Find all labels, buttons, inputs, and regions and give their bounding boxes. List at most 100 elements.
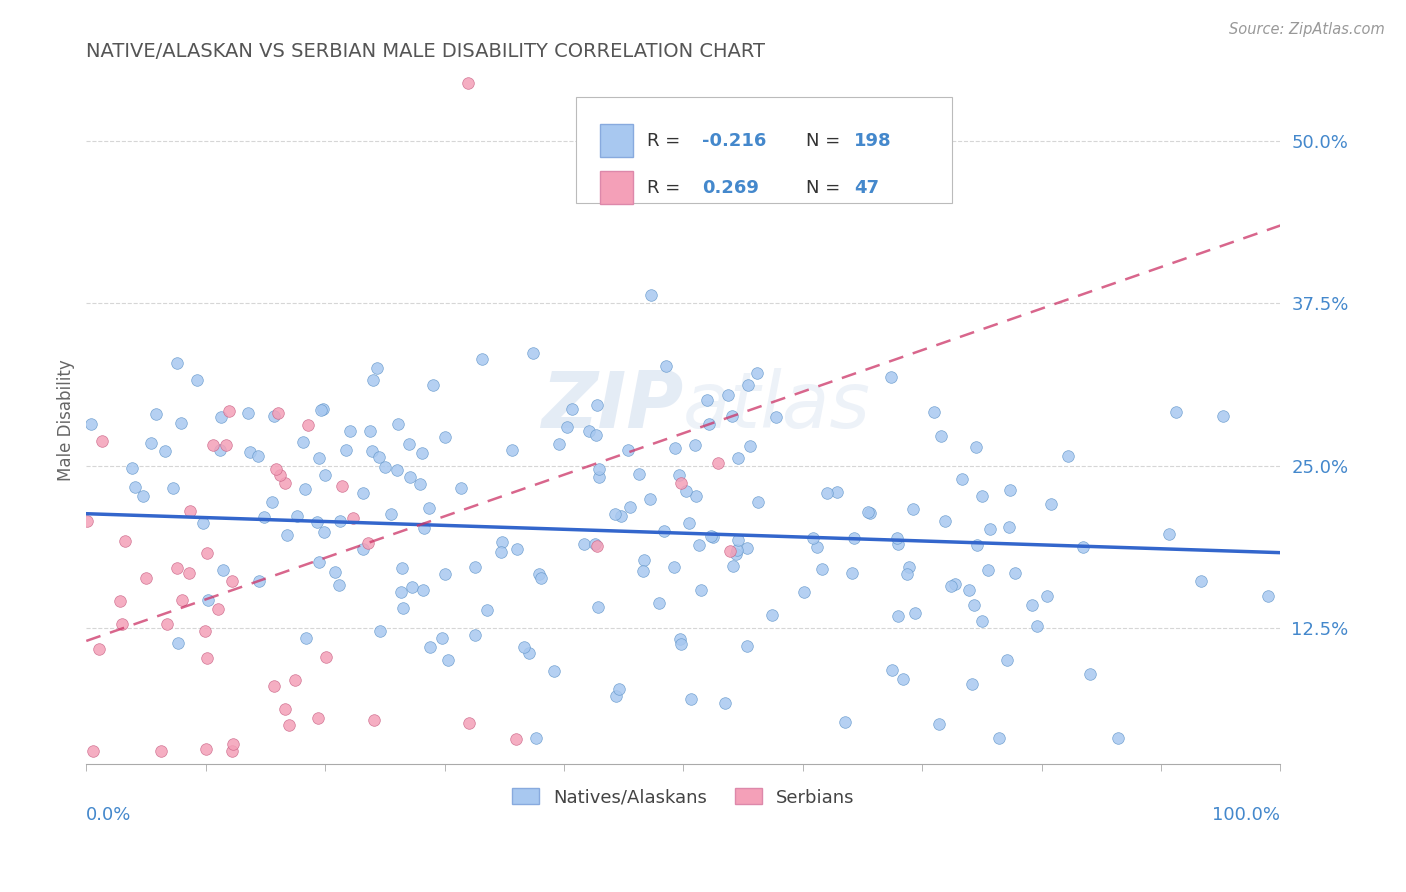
Point	[735, 639, 758, 653]
Point	[979, 523, 1001, 537]
Text: 198: 198	[853, 132, 891, 150]
Point	[132, 489, 155, 503]
Point	[260, 495, 283, 509]
Point	[412, 521, 434, 535]
Point	[368, 624, 391, 638]
Point	[901, 502, 924, 516]
Point	[193, 624, 215, 639]
FancyBboxPatch shape	[600, 124, 633, 157]
Point	[1107, 731, 1129, 746]
Point	[880, 663, 903, 677]
Point	[450, 481, 472, 495]
Point	[186, 373, 208, 387]
Point	[352, 486, 374, 500]
Point	[276, 527, 298, 541]
Point	[652, 524, 675, 538]
Point	[928, 717, 950, 731]
FancyBboxPatch shape	[600, 171, 633, 204]
Point	[419, 640, 441, 654]
Point	[904, 606, 927, 620]
Point	[335, 442, 357, 457]
Point	[966, 538, 988, 552]
Point	[391, 561, 413, 575]
Point	[366, 361, 388, 376]
Point	[543, 664, 565, 678]
Point	[793, 585, 815, 599]
Point	[578, 424, 600, 438]
Point	[398, 469, 420, 483]
Point	[727, 451, 749, 466]
Point	[685, 438, 707, 452]
Point	[80, 417, 103, 432]
Point	[437, 653, 460, 667]
Point	[727, 533, 749, 548]
Point	[1021, 598, 1043, 612]
Point	[834, 714, 856, 729]
Point	[806, 540, 828, 554]
Point	[548, 436, 571, 450]
Text: N =: N =	[806, 178, 841, 196]
Point	[655, 359, 678, 374]
Point	[392, 601, 415, 615]
Point	[389, 585, 412, 599]
Point	[153, 444, 176, 458]
Point	[422, 378, 444, 392]
Point	[1189, 574, 1212, 588]
Text: R =: R =	[648, 132, 681, 150]
Point	[150, 744, 173, 758]
Point	[765, 410, 787, 425]
Point	[952, 472, 974, 486]
Point	[880, 370, 903, 384]
Point	[215, 438, 238, 452]
Point	[505, 732, 527, 747]
Point	[314, 524, 336, 539]
Point	[1159, 527, 1181, 541]
Point	[897, 559, 920, 574]
Point	[585, 537, 607, 551]
Point	[359, 424, 381, 438]
Point	[664, 442, 686, 456]
Point	[724, 547, 747, 561]
Text: -0.216: -0.216	[703, 132, 766, 150]
Point	[529, 571, 551, 585]
Point	[1078, 667, 1101, 681]
Point	[998, 519, 1021, 533]
Point	[457, 76, 479, 90]
Point	[970, 489, 993, 503]
Point	[212, 563, 235, 577]
Point	[274, 476, 297, 491]
Point	[605, 689, 627, 703]
Point	[588, 470, 610, 484]
Point	[238, 406, 260, 420]
Point	[247, 574, 270, 589]
Point	[647, 596, 669, 610]
Point	[740, 439, 762, 453]
Point	[607, 681, 630, 696]
Point	[943, 577, 966, 591]
Point	[108, 593, 131, 607]
Point	[735, 541, 758, 556]
Point	[284, 673, 307, 688]
Point	[572, 537, 595, 551]
Point	[191, 516, 214, 530]
Point	[308, 555, 330, 569]
Point	[555, 420, 578, 434]
Point	[517, 646, 540, 660]
Point	[842, 531, 865, 545]
Point	[325, 565, 347, 579]
Point	[718, 544, 741, 558]
Point	[309, 403, 332, 417]
Point	[522, 346, 544, 360]
Point	[965, 440, 987, 454]
Point	[513, 640, 536, 654]
Point	[619, 500, 641, 514]
Point	[631, 564, 654, 578]
Point	[699, 417, 721, 432]
Point	[669, 632, 692, 646]
Point	[929, 429, 952, 443]
Point	[633, 553, 655, 567]
Point	[561, 402, 583, 417]
Text: R =: R =	[648, 178, 681, 196]
Point	[294, 482, 316, 496]
Point	[887, 537, 910, 551]
